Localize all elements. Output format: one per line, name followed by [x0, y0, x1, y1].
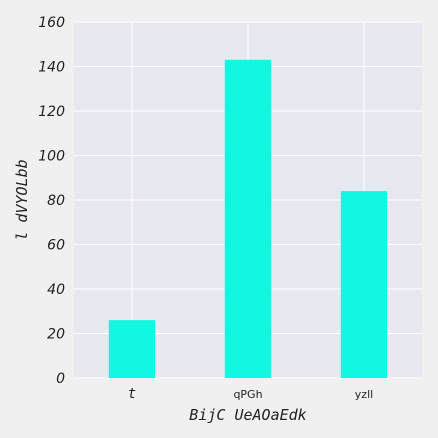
y-tick-label: 20 — [47, 327, 65, 343]
bar-t — [108, 320, 156, 378]
y-tick-label: 40 — [47, 282, 65, 298]
y-tick-label: 140 — [38, 60, 65, 76]
x-axis-title: BijC UeAOaEdk — [189, 406, 306, 424]
x-tick-label: qPGh — [233, 388, 262, 401]
x-tick-label: t — [128, 386, 136, 402]
y-axis-ticks: 0 20 40 60 80 100 120 140 160 — [38, 15, 65, 387]
y-tick-label: 60 — [47, 238, 65, 254]
y-tick-label: 100 — [38, 149, 65, 165]
y-tick-label: 120 — [38, 104, 65, 120]
x-tick-label: yzll — [355, 388, 373, 401]
bars — [108, 59, 388, 378]
bar-yzll — [340, 191, 388, 378]
y-tick-label: 160 — [38, 15, 65, 31]
x-axis-ticks: t qPGh yzll — [128, 386, 373, 402]
y-tick-label: 0 — [56, 371, 65, 387]
y-tick-label: 80 — [47, 193, 65, 209]
y-axis-title: l dVYOLbb — [13, 159, 31, 240]
bar-qPGh — [224, 59, 272, 378]
